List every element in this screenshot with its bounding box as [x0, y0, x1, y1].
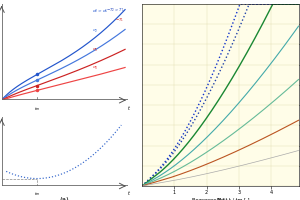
- Text: (a): (a): [60, 196, 70, 200]
- Text: $t_m$: $t_m$: [34, 106, 40, 113]
- Text: $t$: $t$: [127, 189, 131, 197]
- Text: $\sigma_1$: $\sigma_1$: [92, 47, 99, 54]
- Text: $\sigma_0$: $\sigma_0$: [92, 64, 99, 72]
- Text: $\sigma_2$: $\sigma_2$: [92, 27, 99, 35]
- Text: $t_m$: $t_m$: [34, 190, 40, 198]
- Text: $- T_1$: $- T_1$: [116, 17, 125, 24]
- Text: (b): (b): [215, 197, 225, 200]
- Text: $t$: $t$: [127, 104, 131, 112]
- X-axis label: Bezogene Zeit t / tm [-]: Bezogene Zeit t / tm [-]: [191, 198, 249, 200]
- Text: $\sigma_2{>}\sigma_1$: $\sigma_2{>}\sigma_1$: [92, 8, 109, 15]
- Text: $- T_2 > T_1$: $- T_2 > T_1$: [106, 7, 125, 14]
